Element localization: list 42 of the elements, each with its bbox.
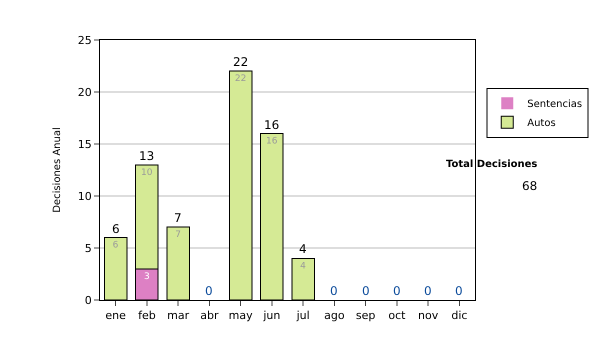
data-label: 16: [266, 136, 278, 147]
total-label: 0: [393, 284, 401, 298]
total-label: 6: [112, 222, 120, 236]
data-label: 4: [300, 261, 306, 272]
legend-label: Autos: [527, 118, 556, 130]
y-axis-title: Decisiones Anual: [52, 127, 63, 213]
x-tick-label: ago: [324, 309, 345, 322]
x-tick-label: ene: [105, 309, 126, 322]
total-label: 0: [330, 284, 338, 298]
annotation: Total Decisiones: [446, 159, 538, 170]
total-label: 22: [233, 55, 248, 69]
x-tick-label: jul: [296, 309, 310, 322]
total-label: 16: [264, 118, 280, 132]
y-tick-label: 15: [78, 138, 92, 151]
x-tick-label: mar: [167, 309, 190, 322]
x-tick-label: jun: [262, 309, 280, 322]
total-label: 7: [174, 211, 182, 225]
total-label: 0: [205, 284, 213, 298]
total-label: 0: [362, 284, 370, 298]
data-label: 10: [141, 168, 153, 178]
x-tick-label: oct: [388, 309, 406, 322]
data-label: 22: [234, 74, 246, 84]
x-tick-label: abr: [200, 309, 219, 322]
data-label: 7: [175, 230, 181, 240]
y-tick-label: 10: [78, 190, 92, 203]
data-label: 6: [112, 240, 119, 251]
x-tick-label: nov: [418, 309, 439, 322]
y-tick-label: 20: [78, 86, 92, 99]
total-label: 0: [424, 284, 432, 298]
x-tick-label: may: [228, 309, 254, 322]
y-tick-label: 25: [78, 34, 92, 47]
y-tick-label: 5: [84, 242, 92, 255]
text: 68: [522, 179, 538, 193]
data-label: 3: [144, 272, 150, 282]
legend-label: Sentencias: [527, 99, 582, 110]
total-label: 4: [299, 242, 307, 256]
x-tick-label: feb: [138, 309, 156, 322]
y-tick-label: 0: [84, 294, 92, 307]
x-tick-label: dic: [451, 309, 468, 322]
x-tick-label: sep: [356, 309, 376, 322]
total-label: 0: [455, 284, 463, 298]
total-label: 13: [139, 149, 154, 163]
